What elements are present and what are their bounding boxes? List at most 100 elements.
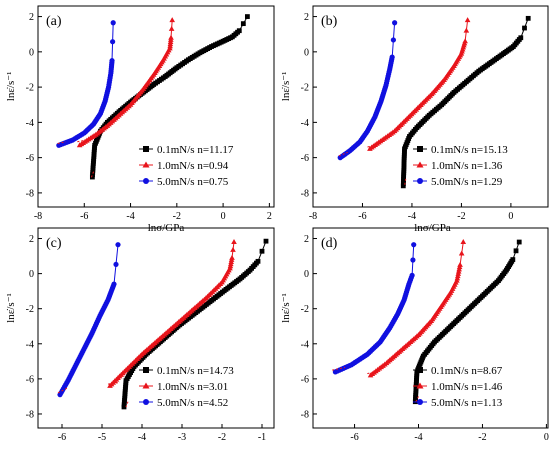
x-tick-label: -4 [126,211,134,222]
legend: 0.1mN/s n=11.17 1.0mN/s n=0.94 5.0mN/s n=0… [139,144,234,188]
legend-label: 1.0mN/s n=0.94 [157,160,229,172]
fit-line [367,143,378,148]
data-point [410,257,416,263]
data-point [230,246,236,252]
data-point [244,14,250,19]
y-tick-label: -4 [26,339,34,350]
chart-panel: -6 -5 -4 -3 -2 -1 -8 -6 -4 -2 0 2 lnε̇/s⁻¹ (c) 0.1mN/s… [5,227,275,443]
data-series [56,20,116,148]
data-point [110,20,116,26]
data-point [111,281,117,287]
legend-label: 1.0mN/s n=1.46 [431,381,503,393]
fit-line [57,141,66,145]
legend-label: 5.0mN/s n=0.75 [157,176,229,188]
data-point [411,242,417,248]
y-axis-label: lnε̇/s⁻¹ [5,72,17,102]
legend: 0.1mN/s n=8.67 1.0mN/s n=1.46 5.0mN/s n=1.… [413,365,503,409]
x-tick-label: -2 [218,432,226,443]
x-tick-label: -2 [478,432,486,443]
data-series [367,239,467,378]
data-point [229,254,235,260]
x-tick-label: -6 [350,432,358,443]
x-tick-label: -4 [414,432,422,443]
y-tick-label: -8 [26,409,34,420]
data-series [57,242,121,398]
x-tick-label: -3 [178,432,186,443]
legend-label: 1.0mN/s n=3.01 [157,381,228,393]
data-point [462,38,468,44]
legend-label: 0.1mN/s n=11.17 [157,144,234,156]
legend-marker [417,367,423,373]
fit-line [57,387,69,394]
legend: 0.1mN/s n=14.73 1.0mN/s n=3.01 5.0mN/s n=4… [139,365,234,409]
legend-marker [143,399,149,405]
data-point [518,35,524,41]
x-tick-label: -8 [309,211,317,222]
data-series [332,242,417,375]
chart-panel: -8 -6 -4 -2 0-8-6-4-202lnε̇/s⁻¹lnσ/GPa(b)0.1… [280,5,549,234]
x-tick-label: -6 [80,211,88,222]
data-point [464,17,471,23]
chart-panel: -6 -4 -2 0 -8 -6 -4 -2 0 2 lnε̇/s⁻¹ (d) 0.1mN/s n=8.… [280,227,549,443]
y-axis-label: lnε̇/s⁻¹ [280,293,292,323]
x-tick-label: 0 [221,211,226,222]
data-point [516,239,522,245]
data-point [236,28,242,34]
panel-label: (b) [321,14,338,29]
legend-label: 1.0mN/s n=1.36 [431,160,503,172]
data-point [113,261,119,268]
y-tick-label: -4 [301,339,309,350]
data-series [367,17,471,151]
y-tick-label: -8 [26,188,34,199]
data-point [457,261,463,267]
y-tick-label: 2 [29,234,34,245]
y-axis-label: lnε̇/s⁻¹ [280,72,292,102]
x-tick-label: -4 [138,432,146,443]
y-tick-label: 2 [29,12,34,23]
x-tick-label: -2 [457,211,465,222]
legend-label: 0.1mN/s n=14.73 [157,365,234,377]
y-tick-label: 0 [304,47,309,58]
x-tick-label: 2 [267,211,272,222]
data-point [463,27,470,33]
y-tick-label: -4 [301,118,309,129]
legend: 0.1mN/s n=15.13 1.0mN/s n=1.36 5.0mN/s n=1… [413,144,508,188]
data-point [458,250,465,256]
x-tick-label: 0 [544,432,549,443]
legend-marker [416,382,424,389]
fit-line [367,370,379,375]
chart-panel: -8 -6 -4 -2 0 2-8-6-4-202lnε̇/s⁻¹lnσ/GPa(a)0.… [5,5,275,234]
y-tick-label: -6 [301,374,309,385]
y-tick-label: 2 [304,234,309,245]
legend-label: 5.0mN/s n=4.52 [157,397,228,409]
plot-frame [37,5,275,208]
x-tick-label: -4 [408,211,416,222]
x-tick-label: -6 [358,211,366,222]
legend-label: 5.0mN/s n=1.13 [431,397,503,409]
data-point [110,39,116,45]
data-point [259,248,265,254]
panel-label: (a) [46,14,62,29]
legend-marker [142,161,150,168]
data-point [231,239,237,245]
plot-frame [37,227,275,429]
legend-marker [416,161,424,168]
data-series [107,239,237,388]
data-point [510,257,516,262]
y-tick-label: 0 [304,269,309,280]
data-point [460,239,467,245]
series-line [59,244,119,395]
y-tick-label: -8 [301,409,309,420]
data-series [337,20,398,161]
panel-label: (d) [321,236,338,251]
fit-line [125,401,129,408]
x-tick-label: -6 [58,432,66,443]
legend-marker [417,178,423,184]
y-tick-label: 0 [29,47,34,58]
legend-marker [142,382,150,389]
data-point [390,37,396,43]
data-point [513,248,519,254]
legend-label: 0.1mN/s n=8.67 [431,365,503,377]
y-tick-label: -2 [301,304,309,315]
